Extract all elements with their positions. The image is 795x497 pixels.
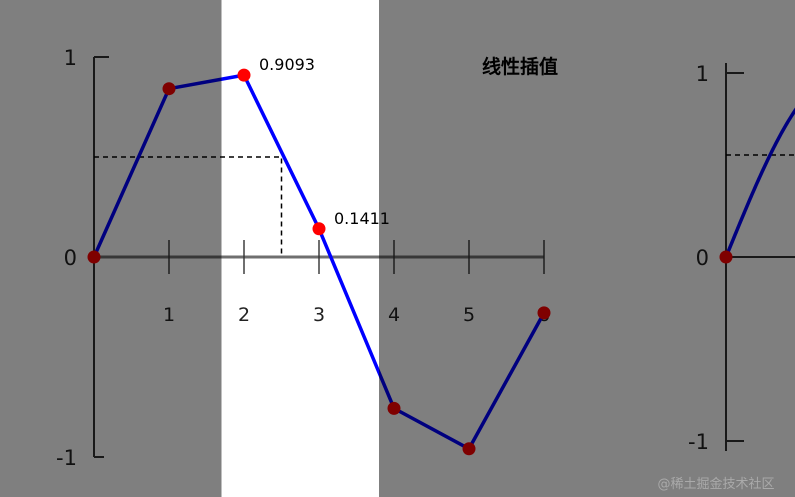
query-guide-line: [94, 156, 283, 257]
dim-overlay-right: [379, 0, 795, 497]
chart-title: 线性插值: [482, 55, 558, 78]
x-tick-label: 2: [238, 304, 250, 326]
value-label: 0.9093: [259, 55, 315, 74]
data-point: [237, 68, 251, 82]
value-label: 0.1411: [334, 209, 390, 228]
dim-overlay-left: [0, 0, 222, 497]
x-tick-label: 3: [313, 304, 325, 326]
watermark: @稀土掘金技术社区: [657, 476, 774, 492]
data-point: [312, 222, 326, 236]
